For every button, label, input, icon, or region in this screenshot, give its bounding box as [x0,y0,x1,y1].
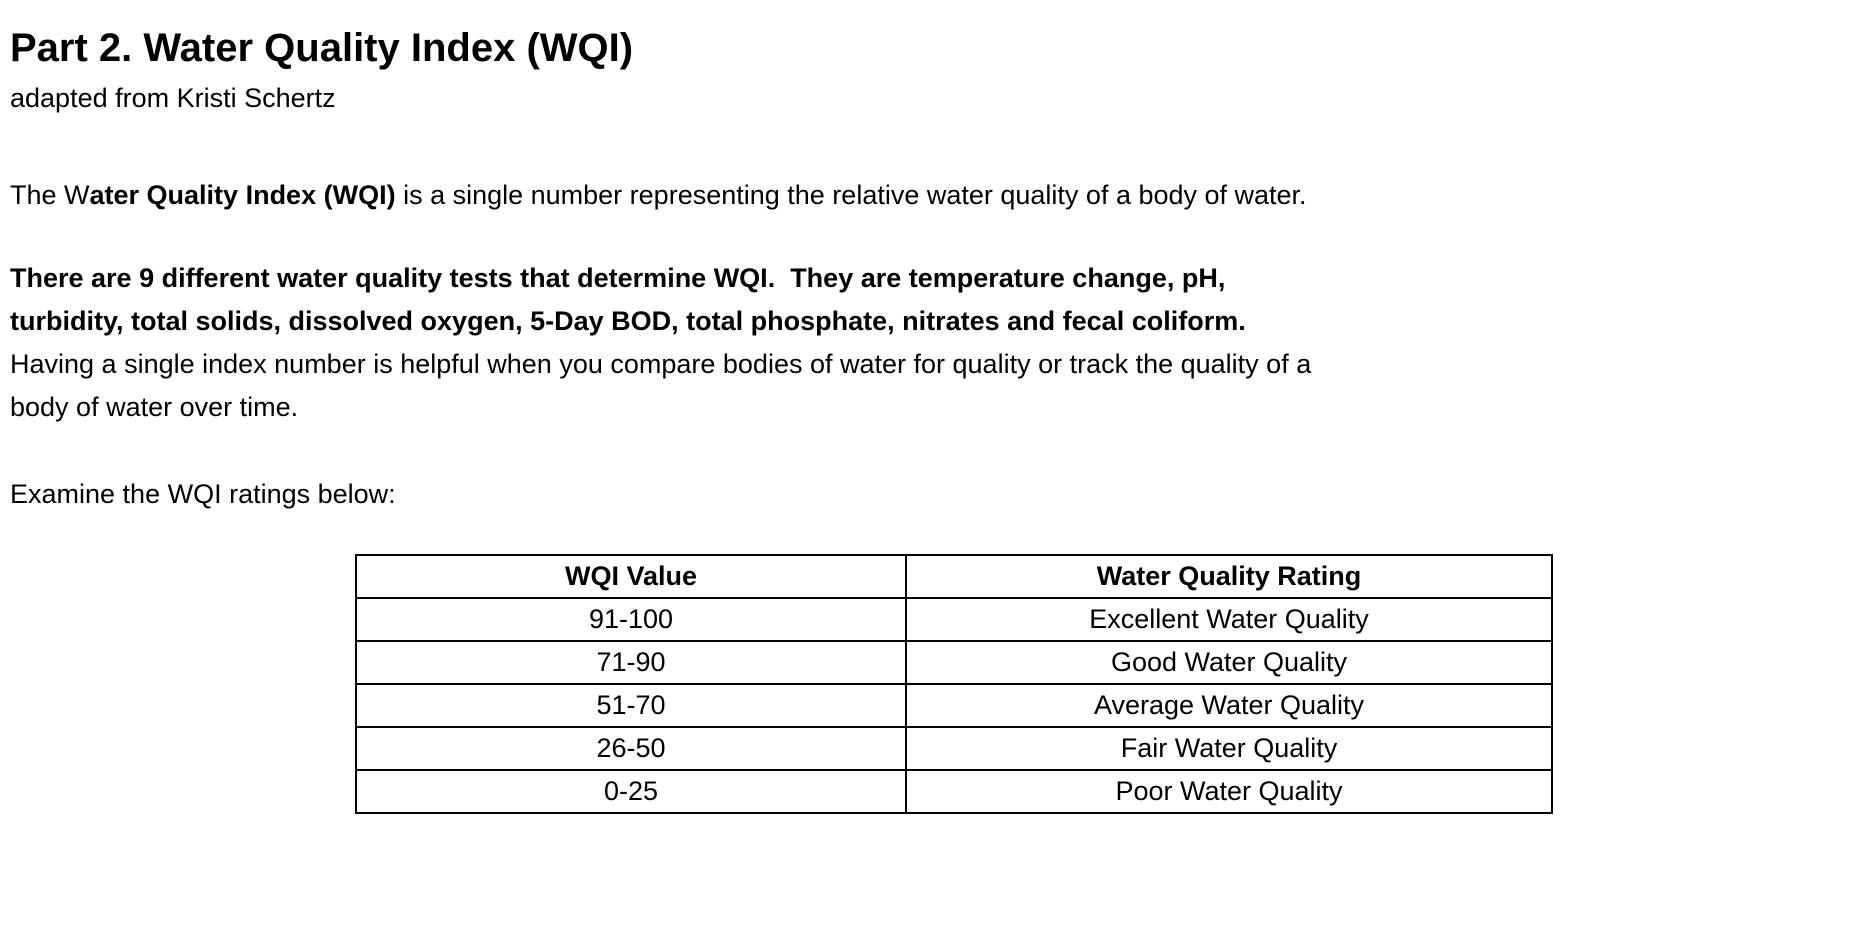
text-run: body of water over time. [10,392,299,422]
tests-paragraph: There are 9 different water quality test… [10,257,1840,429]
page-subtitle: adapted from Kristi Schertz [10,83,336,113]
table-row: 71-90 Good Water Quality [355,640,1553,685]
wqi-value-cell: 51-70 [355,683,907,728]
text-line: body of water over time. [10,386,1840,429]
document-page: Part 2. Water Quality Index (WQI) adapte… [10,26,1840,814]
wqi-value-cell: 26-50 [355,726,907,771]
wqi-value-cell: 71-90 [355,640,907,685]
bold-text-run: There are 9 different water quality test… [10,263,1226,293]
examine-paragraph: Examine the WQI ratings below: [10,473,1840,516]
table-header-cell: WQI Value [355,554,907,599]
text-line: There are 9 different water quality test… [10,257,1840,300]
table-row: 0-25 Poor Water Quality [355,769,1553,814]
text-line: Having a single index number is helpful … [10,343,1840,386]
text-run: Examine the WQI ratings below: [10,479,396,509]
water-quality-rating-cell: Average Water Quality [905,683,1553,728]
wqi-ratings-table: WQI Value Water Quality Rating 91-100 Exce… [355,554,1553,814]
text-line: turbidity, total solids, dissolved oxyge… [10,300,1840,343]
page-title: Part 2. Water Quality Index (WQI) [10,26,634,70]
text-run: is a single number representing the rela… [395,180,1307,210]
wqi-value-cell: 91-100 [355,597,907,642]
table-header-row: WQI Value Water Quality Rating [355,554,1553,599]
text-run: The W [10,180,90,210]
wqi-value-cell: 0-25 [355,769,907,814]
paragraphs-container: The Water Quality Index (WQI) is a singl… [10,174,1840,516]
water-quality-rating-cell: Poor Water Quality [905,769,1553,814]
table-row: 91-100 Excellent Water Quality [355,597,1553,642]
wqi-table-head: WQI Value Water Quality Rating [355,554,1553,599]
intro-paragraph: The Water Quality Index (WQI) is a singl… [10,174,1840,217]
water-quality-rating-cell: Fair Water Quality [905,726,1553,771]
table-header-cell: Water Quality Rating [905,554,1553,599]
text-line: The Water Quality Index (WQI) is a singl… [10,174,1840,217]
water-quality-rating-cell: Good Water Quality [905,640,1553,685]
wqi-table-body: 91-100 Excellent Water Quality 71-90 Good W… [355,597,1553,814]
text-run: Having a single index number is helpful … [10,349,1312,379]
bold-text-run: turbidity, total solids, dissolved oxyge… [10,306,1246,336]
water-quality-rating-cell: Excellent Water Quality [905,597,1553,642]
table-row: 26-50 Fair Water Quality [355,726,1553,771]
text-line: Examine the WQI ratings below: [10,473,1840,516]
bold-text-run: ater Quality Index (WQI) [89,180,396,210]
table-row: 51-70 Average Water Quality [355,683,1553,728]
